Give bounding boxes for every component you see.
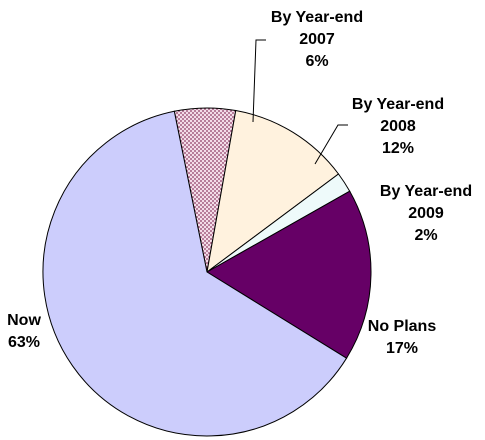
pie-label-3: No Plans 17% xyxy=(368,318,437,357)
pie-leader-lines xyxy=(252,39,348,165)
pie-label-1-line-1: 2008 xyxy=(380,118,416,135)
pie-label-3-line-0: No Plans xyxy=(368,318,437,335)
pie-leader-line-0 xyxy=(252,39,266,123)
pie-leader-line-1 xyxy=(314,124,348,165)
pie-slices xyxy=(42,107,372,437)
pie-label-2: By Year-end 2009 2% xyxy=(380,183,472,244)
pie-label-0-line-1: 2007 xyxy=(299,31,335,48)
pie-label-1-line-2: 12% xyxy=(382,140,414,157)
pie-label-4-line-1: 63% xyxy=(8,334,40,351)
pie-label-1-line-0: By Year-end xyxy=(352,96,444,113)
pie-label-2-line-0: By Year-end xyxy=(380,183,472,200)
pie-label-1: By Year-end 2008 12% xyxy=(352,96,444,157)
pie-labels: By Year-end 2007 6%By Year-end 2008 12%By Ye… xyxy=(7,9,472,357)
pie-slice-4 xyxy=(42,110,348,437)
pie-label-0-line-2: 6% xyxy=(305,53,328,70)
pie-label-0-line-0: By Year-end xyxy=(271,9,363,26)
pie-slice-1 xyxy=(206,109,340,274)
pie-label-3-line-1: 17% xyxy=(386,340,418,357)
pie-label-2-line-2: 2% xyxy=(414,227,437,244)
pie-label-4-line-0: Now xyxy=(7,312,41,329)
pie-slice-3 xyxy=(206,190,372,359)
pie-label-2-line-1: 2009 xyxy=(408,205,444,222)
pie-label-4: Now 63% xyxy=(7,312,41,351)
pie-label-0: By Year-end 2007 6% xyxy=(271,9,363,70)
